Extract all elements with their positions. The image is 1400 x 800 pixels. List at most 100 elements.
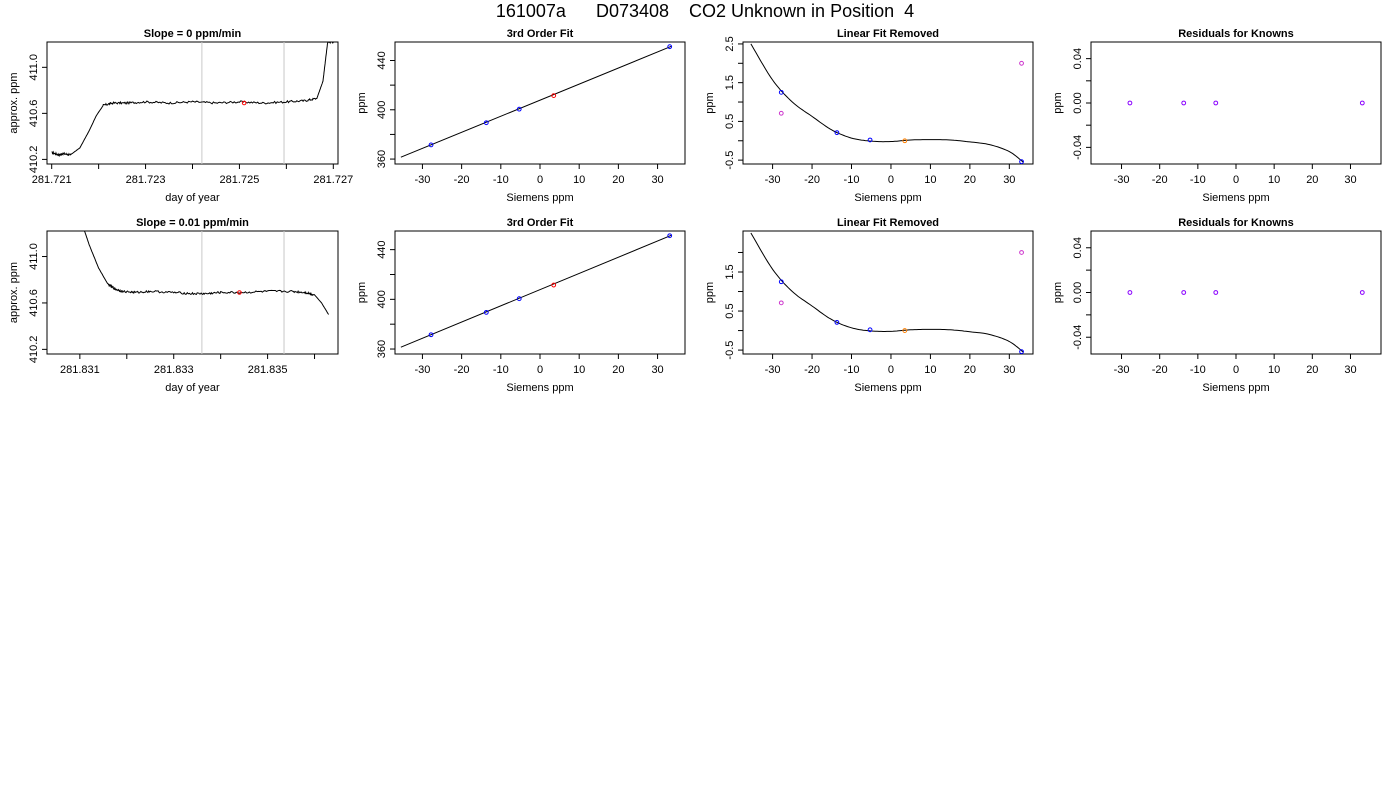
x-tick-label: -10: [493, 364, 509, 376]
y-axis-label: ppm: [1052, 92, 1064, 113]
y-tick-label: 360: [376, 150, 388, 168]
x-tick-label: 281.723: [126, 174, 166, 186]
y-tick-label: 360: [376, 340, 388, 358]
x-axis-label: Siemens ppm: [1202, 192, 1269, 204]
x-tick-label: -20: [1152, 174, 1168, 186]
x-axis-label: Siemens ppm: [506, 192, 573, 204]
chart-title: Residuals for Knowns: [1178, 217, 1294, 229]
x-tick-label: -30: [1114, 174, 1130, 186]
data-point: [667, 44, 673, 50]
y-tick-label: 0.5: [724, 114, 736, 129]
x-tick-label: 281.727: [313, 174, 353, 186]
data-point: [1213, 100, 1219, 106]
x-tick-label: -30: [414, 364, 430, 376]
data-point: [1019, 159, 1024, 165]
x-tick-label: 10: [924, 364, 936, 376]
y-axis-label: ppm: [356, 282, 368, 303]
trace-marker: [237, 290, 242, 295]
x-tick-label: -20: [804, 364, 820, 376]
plot-area: [51, 42, 334, 164]
x-axis-label: Siemens ppm: [506, 382, 573, 394]
data-point: [1359, 100, 1365, 106]
data-point: [778, 300, 784, 306]
x-axis-label: Siemens ppm: [1202, 382, 1269, 394]
data-point: [483, 120, 489, 126]
plot-frame: [394, 230, 686, 355]
x-tick-label: -20: [454, 174, 470, 186]
x-tick-label: -30: [765, 174, 781, 186]
x-tick-label: 20: [964, 364, 976, 376]
x-tick-label: 281.725: [220, 174, 260, 186]
x-tick-label: 20: [612, 174, 624, 186]
data-point: [667, 233, 673, 239]
y-tick-label: 0.5: [724, 303, 736, 318]
x-tick-label: -30: [1114, 364, 1130, 376]
data-point: [902, 328, 908, 333]
data-point: [1181, 290, 1187, 295]
data-point: [1019, 349, 1024, 355]
x-axis-label: day of year: [165, 382, 220, 394]
x-tick-label: -10: [1190, 364, 1206, 376]
data-point: [778, 110, 784, 116]
plot-area: [750, 43, 1024, 163]
data-point: [1359, 290, 1365, 295]
x-tick-label: 10: [573, 174, 585, 186]
plot-frame: [742, 230, 1034, 355]
data-point: [834, 130, 840, 136]
y-tick-label: -0.5: [724, 151, 736, 170]
data-point: [867, 137, 873, 143]
y-tick-label: -0.04: [1072, 135, 1084, 160]
y-tick-label: 440: [376, 240, 388, 258]
y-tick-label: 410.6: [28, 100, 40, 128]
data-point: [1181, 100, 1187, 106]
trace-line: [51, 42, 334, 158]
y-axis-label: approx. ppm: [8, 72, 20, 133]
chart-title: Slope = 0.01 ppm/min: [136, 217, 249, 229]
y-axis-label: ppm: [704, 282, 716, 303]
y-axis-label: ppm: [1052, 282, 1064, 303]
x-tick-label: 20: [612, 364, 624, 376]
x-tick-label: 20: [1306, 364, 1318, 376]
x-tick-label: 281.833: [154, 364, 194, 376]
x-tick-label: 30: [651, 174, 663, 186]
fit-line: [400, 234, 672, 348]
plot-frame: [394, 41, 686, 165]
y-axis-label: ppm: [356, 92, 368, 113]
data-point: [516, 296, 522, 302]
page-title: 161007a D073408 CO2 Unknown in Position …: [495, 1, 915, 21]
x-tick-label: -20: [1152, 364, 1168, 376]
chart-panel-r2-linres: Linear Fit Removed Siemens ppm ppm -30 -20 -1…: [704, 217, 1034, 394]
x-axis-label: Siemens ppm: [854, 382, 921, 394]
chart-panel-r1-linres: Linear Fit Removed Siemens ppm ppm -30 -20 -1…: [704, 28, 1034, 204]
plot-frame: [1090, 230, 1382, 355]
y-tick-label: 1.5: [724, 75, 736, 90]
y-tick-label: -0.04: [1072, 325, 1084, 350]
plot-frame: [46, 41, 339, 165]
chart-panel-r2-resid: Residuals for Knowns Siemens ppm ppm -30 -20…: [1052, 217, 1382, 394]
x-tick-label: 20: [964, 174, 976, 186]
trace-marker: [241, 100, 247, 106]
chart-title: Linear Fit Removed: [837, 217, 939, 229]
x-tick-label: -10: [1190, 174, 1206, 186]
data-point: [1127, 290, 1133, 295]
y-tick-label: 0.00: [1072, 92, 1084, 113]
x-tick-label: 30: [1003, 364, 1015, 376]
x-axis-label: day of year: [165, 192, 220, 204]
y-tick-label: 410.2: [28, 336, 40, 364]
x-tick-label: -30: [765, 364, 781, 376]
x-tick-label: 30: [1003, 174, 1015, 186]
data-point: [551, 282, 557, 288]
plot-area: [400, 45, 672, 158]
y-tick-label: 410.2: [28, 146, 40, 174]
fit-curve: [750, 232, 1024, 353]
x-tick-label: -20: [804, 174, 820, 186]
y-tick-label: 440: [376, 51, 388, 69]
data-point: [428, 142, 434, 148]
plot-frame: [742, 41, 1034, 165]
x-tick-label: -10: [844, 174, 860, 186]
data-point: [778, 279, 784, 285]
x-tick-label: 10: [1268, 174, 1280, 186]
x-tick-label: 0: [1233, 174, 1239, 186]
chart-title: 3rd Order Fit: [507, 28, 574, 40]
x-tick-label: 281.831: [60, 364, 100, 376]
